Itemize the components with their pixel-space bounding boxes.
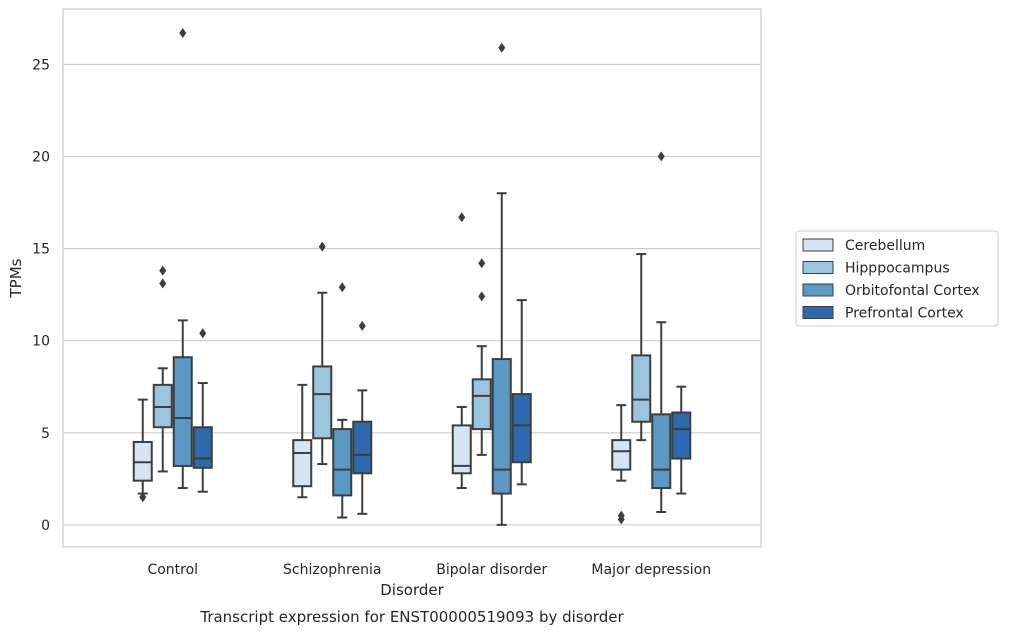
box-group bbox=[352, 320, 373, 515]
legend-label: Hipppocampus bbox=[845, 261, 950, 277]
box bbox=[332, 428, 353, 497]
box-group bbox=[132, 398, 153, 503]
chart-caption: Transcript expression for ENST0000051909… bbox=[199, 608, 624, 626]
box-group bbox=[491, 42, 512, 526]
box bbox=[312, 365, 333, 440]
legend-swatch bbox=[802, 261, 834, 274]
outlier-point bbox=[338, 282, 346, 293]
outlier-point bbox=[139, 492, 147, 503]
legend: Cerebellum Hipppocampus Orbitofontal Corte… bbox=[795, 230, 999, 327]
y-tick-label: 5 bbox=[41, 426, 50, 442]
box bbox=[352, 420, 373, 475]
box-group bbox=[451, 212, 472, 490]
box-group bbox=[511, 299, 532, 486]
outlier-point bbox=[318, 241, 326, 252]
outlier-point bbox=[179, 27, 187, 38]
box bbox=[651, 413, 672, 490]
legend-frame bbox=[795, 230, 999, 327]
x-tick-label: Control bbox=[147, 562, 198, 578]
legend-swatch bbox=[802, 306, 834, 319]
outlier-point bbox=[159, 278, 167, 289]
y-tick-label: 25 bbox=[32, 57, 50, 73]
outlier-point bbox=[478, 258, 486, 269]
box bbox=[511, 393, 532, 464]
y-tick-label: 10 bbox=[32, 334, 50, 350]
box bbox=[491, 358, 512, 495]
box-group bbox=[671, 385, 692, 495]
box bbox=[172, 356, 193, 467]
y-tick-label: 0 bbox=[41, 518, 50, 534]
y-tick-label: 15 bbox=[32, 242, 50, 258]
box bbox=[292, 439, 313, 488]
legend-label: Prefrontal Cortex bbox=[845, 306, 964, 322]
box-group bbox=[611, 404, 632, 525]
box-group bbox=[312, 241, 333, 466]
box-group bbox=[471, 258, 492, 456]
x-tick-label: Bipolar disorder bbox=[436, 562, 547, 578]
legend-swatch bbox=[802, 283, 834, 297]
box bbox=[631, 354, 652, 423]
outlier-point bbox=[199, 328, 207, 339]
box-group bbox=[292, 383, 313, 499]
box bbox=[192, 426, 213, 469]
legend-swatch bbox=[802, 238, 834, 252]
box bbox=[451, 424, 472, 475]
box bbox=[471, 378, 492, 431]
x-tick-labels: Control Schizophrenia Bipolar disorder Majo… bbox=[147, 562, 711, 578]
y-tick-label: 20 bbox=[32, 149, 50, 165]
outlier-point bbox=[159, 265, 167, 276]
outlier-point bbox=[657, 151, 665, 162]
outlier-point bbox=[498, 42, 506, 53]
plot-frame bbox=[62, 8, 762, 548]
outlier-point bbox=[478, 291, 486, 302]
outlier-point bbox=[458, 212, 466, 223]
box bbox=[671, 411, 692, 460]
box-group bbox=[631, 253, 652, 442]
legend-label: Orbitofontal Cortex bbox=[845, 283, 980, 299]
outlier-point bbox=[358, 320, 366, 331]
box bbox=[611, 439, 632, 471]
box-group bbox=[192, 328, 213, 493]
x-tick-label: Major depression bbox=[591, 562, 711, 578]
y-axis-label: TPMs bbox=[7, 258, 25, 298]
x-tick-label: Schizophrenia bbox=[283, 562, 381, 578]
boxplots bbox=[132, 27, 692, 526]
box-group bbox=[152, 265, 173, 473]
legend-label: Cerebellum bbox=[845, 238, 925, 254]
box-group bbox=[332, 282, 353, 519]
x-axis-label: Disorder bbox=[380, 581, 444, 599]
box-group bbox=[172, 27, 193, 490]
outlier-point bbox=[617, 514, 625, 525]
box-group bbox=[651, 151, 672, 513]
y-tick-labels: 0 5 10 15 20 25 bbox=[32, 57, 50, 534]
